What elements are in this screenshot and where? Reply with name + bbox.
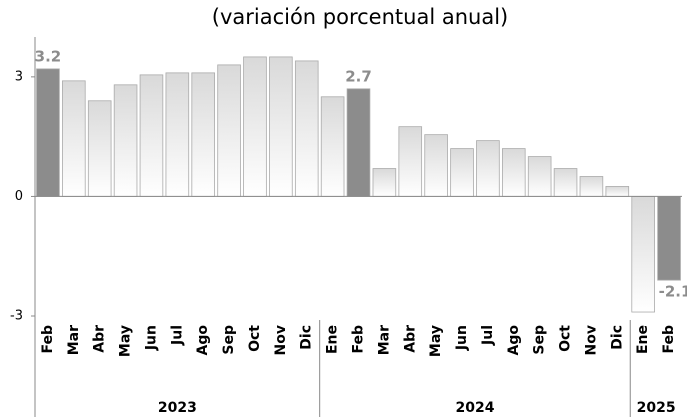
bar bbox=[217, 64, 241, 197]
bar bbox=[476, 140, 500, 197]
y-tick-label: 3 bbox=[15, 69, 23, 84]
bar bbox=[657, 196, 681, 281]
bar bbox=[87, 100, 112, 197]
x-tick-label: May bbox=[428, 325, 444, 357]
bar bbox=[579, 176, 604, 197]
x-tick-label: Mar bbox=[66, 325, 82, 355]
bar bbox=[450, 148, 474, 197]
x-tick-label: Nov bbox=[273, 325, 289, 355]
bar bbox=[294, 60, 319, 197]
bar bbox=[243, 56, 267, 197]
x-tick-label: Ene bbox=[635, 325, 651, 354]
bar bbox=[346, 88, 371, 197]
value-label: 2.7 bbox=[345, 67, 372, 85]
x-tick-label: Dic bbox=[609, 325, 625, 350]
x-tick-label: Dic bbox=[299, 325, 315, 350]
bar bbox=[113, 84, 138, 197]
group-label: 2023 bbox=[158, 400, 197, 416]
bar bbox=[62, 80, 86, 197]
bar bbox=[269, 56, 293, 197]
bar bbox=[553, 168, 578, 197]
x-tick-label: Oct bbox=[247, 325, 263, 352]
x-tick-label: Sep bbox=[532, 325, 548, 355]
chart-subtitle: (variación porcentual anual) bbox=[212, 5, 508, 29]
x-tick-label: Abr bbox=[402, 325, 418, 353]
x-tick-label: Sep bbox=[221, 325, 237, 355]
x-tick-label: Jul bbox=[480, 325, 496, 346]
x-tick-label: Jun bbox=[454, 325, 470, 351]
bar bbox=[165, 72, 190, 197]
bar bbox=[320, 96, 345, 197]
x-tick-label: May bbox=[118, 325, 134, 357]
x-tick-label: Abr bbox=[92, 325, 108, 353]
x-tick-label: Feb bbox=[40, 325, 56, 354]
group-label: 2025 bbox=[637, 400, 676, 416]
x-tick-label: Ago bbox=[195, 325, 211, 356]
bar bbox=[527, 156, 552, 197]
x-tick-label: Feb bbox=[351, 325, 367, 354]
group-label: 2024 bbox=[455, 400, 494, 416]
bar bbox=[605, 186, 630, 197]
bar bbox=[398, 126, 423, 197]
y-tick-label: 0 bbox=[15, 189, 23, 204]
bar bbox=[424, 134, 448, 197]
x-tick-label: Mar bbox=[376, 325, 392, 355]
bar bbox=[631, 196, 655, 313]
y-tick-label: -3 bbox=[10, 309, 23, 324]
x-tick-label: Feb bbox=[661, 325, 677, 354]
bar bbox=[191, 72, 216, 197]
x-tick-label: Oct bbox=[558, 325, 574, 352]
bar bbox=[139, 74, 164, 197]
bar bbox=[372, 168, 397, 197]
bar bbox=[36, 68, 60, 197]
x-tick-label: Jul bbox=[169, 325, 185, 346]
x-tick-label: Ene bbox=[325, 325, 341, 354]
x-tick-label: Nov bbox=[583, 325, 599, 355]
value-label: 3.2 bbox=[35, 47, 62, 65]
x-tick-label: Ago bbox=[506, 325, 522, 356]
x-tick-label: Jun bbox=[143, 325, 159, 351]
value-label: -2.1 bbox=[659, 283, 687, 301]
bar bbox=[501, 148, 526, 197]
